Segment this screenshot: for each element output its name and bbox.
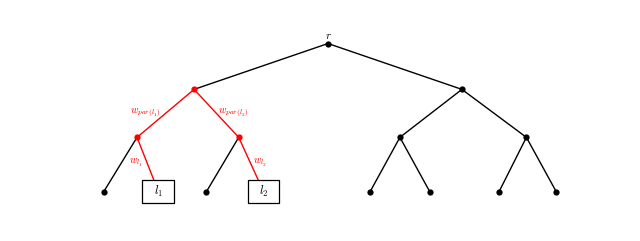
Text: $w_{l_2}$: $w_{l_2}$: [253, 157, 266, 169]
Text: $r$: $r$: [324, 31, 332, 41]
Text: $w_{par(l_2)}$: $w_{par(l_2)}$: [218, 106, 248, 118]
FancyBboxPatch shape: [143, 180, 174, 203]
Text: $w_{par(l_1)}$: $w_{par(l_1)}$: [130, 106, 161, 118]
FancyBboxPatch shape: [248, 180, 280, 203]
Text: $l_2$: $l_2$: [259, 184, 268, 199]
Text: $l_1$: $l_1$: [154, 184, 163, 199]
Text: $w_{l_1}$: $w_{l_1}$: [129, 157, 143, 169]
